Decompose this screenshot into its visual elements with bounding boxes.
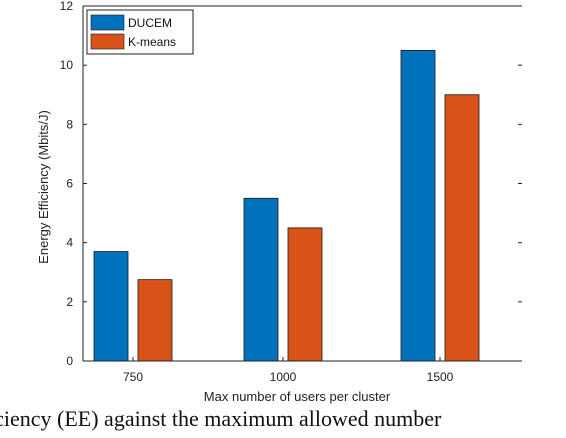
x-tick-label-1000: 1000 xyxy=(270,370,297,384)
bars-group xyxy=(93,49,480,362)
x-axis-label: Max number of users per cluster xyxy=(204,389,391,404)
bar-ducem-1500 xyxy=(400,49,436,362)
bar-k-means-750 xyxy=(137,279,173,362)
y-axis-label: Energy Efficiency (Mbits/J) xyxy=(36,110,51,264)
y-tick-label-0: 0 xyxy=(66,354,73,368)
y-tick-label-12: 12 xyxy=(60,0,74,13)
y-tick-label-10: 10 xyxy=(60,58,74,72)
legend-label-k-means: K-means xyxy=(128,35,176,49)
y-tick-label-4: 4 xyxy=(66,236,73,250)
bar-k-means-1500 xyxy=(444,94,480,362)
bar-chart: 750 1000 1500 0 2 4 6 8 10 12 DUCEM K-means Energy… xyxy=(36,0,522,404)
axes-group: 750 1000 1500 0 2 4 6 8 10 12 xyxy=(60,0,522,384)
figure-caption: iciency (EE) against the maximum allowed… xyxy=(0,406,442,431)
y-tick-label-6: 6 xyxy=(66,177,73,191)
bar-ducem-1000 xyxy=(243,197,279,362)
bar-ducem-750 xyxy=(93,251,129,362)
y-tick-label-8: 8 xyxy=(66,117,73,131)
bar-k-means-1000 xyxy=(287,227,323,362)
legend-swatch-k-means xyxy=(90,33,125,50)
legend-label-ducem: DUCEM xyxy=(128,16,172,30)
legend: DUCEM K-means xyxy=(86,9,194,55)
legend-swatch-ducem xyxy=(90,14,125,31)
x-tick-label-750: 750 xyxy=(123,370,143,384)
y-tick-label-2: 2 xyxy=(66,295,73,309)
x-tick-label-1500: 1500 xyxy=(427,370,454,384)
